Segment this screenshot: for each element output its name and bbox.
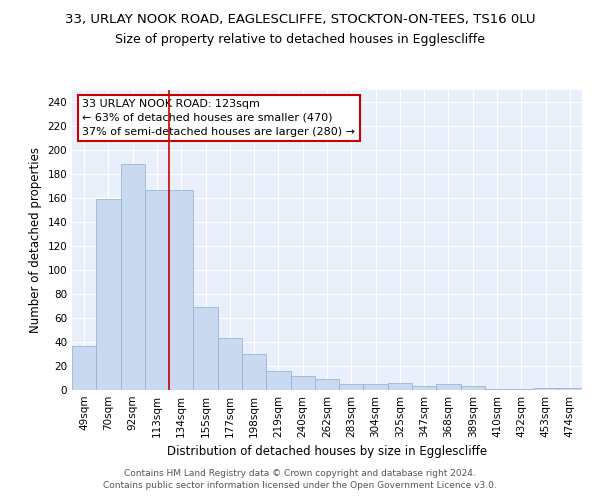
Bar	[218, 338, 242, 390]
Text: 33 URLAY NOOK ROAD: 123sqm
← 63% of detached houses are smaller (470)
37% of sem: 33 URLAY NOOK ROAD: 123sqm ← 63% of deta…	[82, 99, 355, 137]
Bar	[436, 384, 461, 390]
Text: 33, URLAY NOOK ROAD, EAGLESCLIFFE, STOCKTON-ON-TEES, TS16 0LU: 33, URLAY NOOK ROAD, EAGLESCLIFFE, STOCK…	[65, 12, 535, 26]
Bar	[169, 190, 193, 390]
Bar	[339, 384, 364, 390]
Bar	[509, 389, 533, 390]
Bar	[72, 346, 96, 390]
Text: Size of property relative to detached houses in Egglescliffe: Size of property relative to detached ho…	[115, 32, 485, 46]
Bar	[193, 307, 218, 390]
Bar	[290, 376, 315, 390]
Bar	[485, 389, 509, 390]
Bar	[315, 379, 339, 390]
Bar	[242, 354, 266, 390]
Bar	[266, 371, 290, 390]
Bar	[412, 386, 436, 390]
Text: Contains HM Land Registry data © Crown copyright and database right 2024.
Contai: Contains HM Land Registry data © Crown c…	[103, 468, 497, 490]
X-axis label: Distribution of detached houses by size in Egglescliffe: Distribution of detached houses by size …	[167, 446, 487, 458]
Bar	[461, 386, 485, 390]
Y-axis label: Number of detached properties: Number of detached properties	[29, 147, 42, 333]
Bar	[121, 164, 145, 390]
Bar	[388, 383, 412, 390]
Bar	[558, 388, 582, 390]
Bar	[96, 199, 121, 390]
Bar	[364, 384, 388, 390]
Bar	[145, 190, 169, 390]
Bar	[533, 388, 558, 390]
